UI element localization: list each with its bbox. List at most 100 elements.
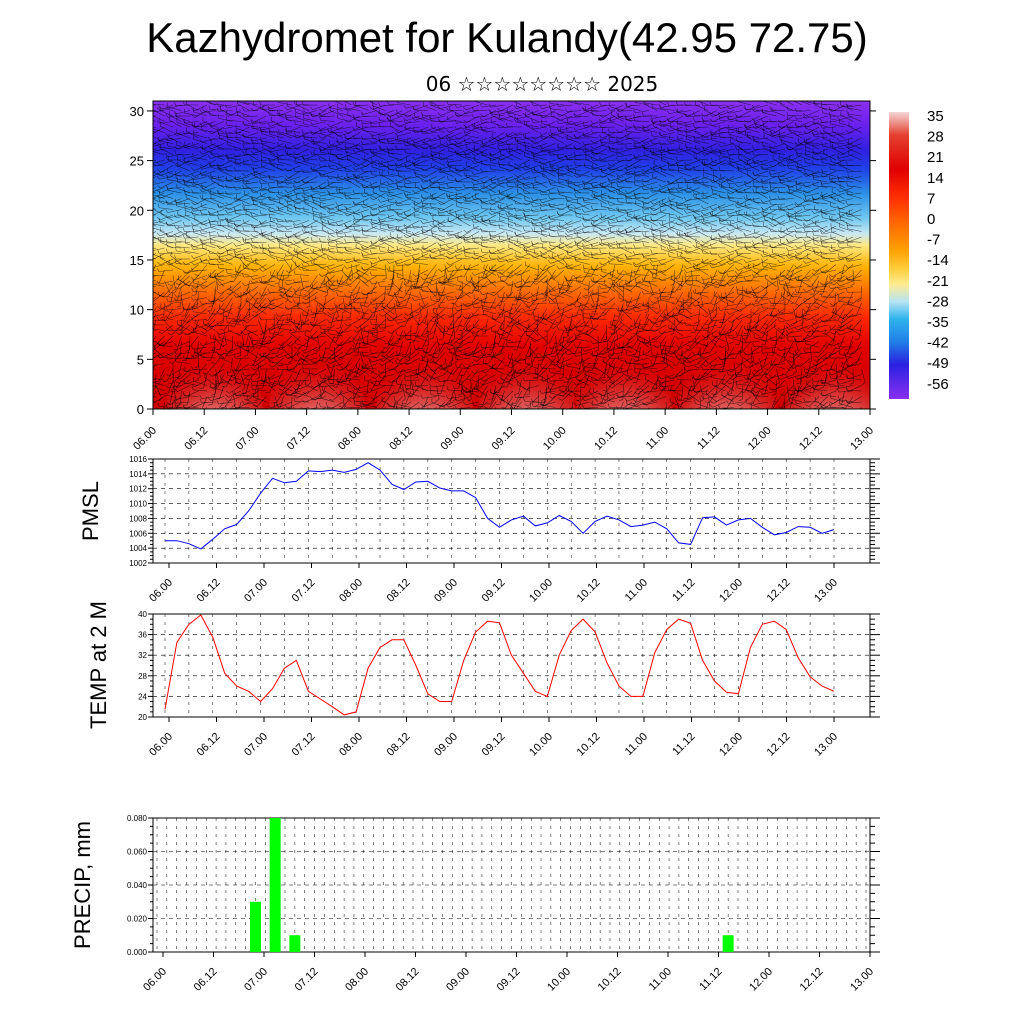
wind-barb	[738, 147, 752, 155]
wind-barb-flag	[149, 142, 152, 145]
chart-title: Kazhydromet for Kulandy(42.95 72.75)	[146, 14, 868, 61]
wind-barb	[694, 158, 709, 161]
wind-barb	[423, 165, 437, 171]
wind-barb	[482, 115, 497, 121]
wind-barb	[329, 167, 344, 172]
wind-barb-flag	[762, 141, 764, 146]
wind-barb-flag	[719, 158, 721, 163]
wind-barb	[516, 176, 531, 182]
wind-barb-flag	[158, 137, 160, 142]
wind-barb	[822, 145, 837, 150]
wind-barb-flag	[744, 105, 746, 110]
wind-barb	[398, 154, 412, 162]
wind-barb	[796, 126, 811, 128]
wind-barb	[184, 161, 199, 166]
wind-barb	[337, 158, 352, 161]
wind-barb	[686, 149, 701, 155]
wind-barb	[499, 166, 514, 172]
wind-barb	[253, 115, 267, 123]
wind-barb	[738, 126, 752, 135]
wind-barb	[720, 154, 735, 159]
wind-barb	[432, 159, 446, 166]
wind-barb-flag	[836, 154, 840, 159]
wind-barb-flag	[336, 103, 339, 108]
wind-barb-flag	[174, 112, 177, 117]
wind-barb	[729, 164, 743, 172]
wind-barb	[397, 139, 412, 144]
wind-barb	[550, 167, 565, 172]
wind-barb-flag	[352, 173, 355, 178]
wind-barb	[482, 126, 497, 131]
wind-barb-flag	[370, 148, 372, 153]
wind-barb-flag	[396, 109, 398, 114]
wind-barb	[414, 104, 429, 110]
wind-barb	[286, 115, 301, 118]
wind-barb	[363, 110, 378, 115]
wind-barb	[295, 135, 310, 139]
wind-barb-flag	[463, 124, 467, 128]
wind-barb-flag	[710, 131, 712, 136]
wind-barb-flag	[361, 126, 364, 131]
wind-barb	[286, 134, 301, 139]
wind-barb-flag	[675, 161, 678, 166]
wind-barb-flag	[531, 118, 534, 123]
wind-barb-flag	[437, 125, 440, 130]
wind-barb	[228, 110, 242, 117]
wind-barb-flag	[216, 153, 219, 157]
wind-barb	[585, 154, 599, 161]
wind-barb-flag	[292, 160, 296, 164]
wind-barb	[364, 154, 378, 161]
wind-barb	[202, 120, 216, 128]
wind-barb-flag	[684, 143, 687, 148]
wind-barb	[193, 133, 208, 139]
wind-barb-flag	[191, 114, 195, 118]
wind-barb-flag	[823, 127, 825, 132]
wind-barb	[754, 154, 769, 156]
wind-barb	[806, 121, 820, 128]
wind-barb	[320, 165, 335, 168]
wind-barb-flag	[709, 166, 712, 171]
wind-barb-flag	[582, 140, 585, 145]
wind-barb-flag	[472, 147, 476, 151]
wind-barb	[823, 170, 837, 178]
wind-barb	[847, 113, 862, 117]
wind-barb-flag	[377, 132, 381, 137]
wind-barb-flag	[464, 131, 466, 136]
wind-barb	[677, 129, 692, 133]
wind-barb-flag	[599, 123, 602, 128]
wind-barb	[356, 159, 369, 167]
wind-barb-flag	[727, 115, 729, 120]
wind-barb-flag	[404, 148, 406, 153]
wind-barb-flag	[634, 142, 636, 147]
wind-barb	[296, 148, 310, 155]
wind-barb-flag	[480, 160, 483, 165]
wind-barb-flag	[403, 104, 407, 109]
wind-barb-flag	[327, 123, 331, 127]
wind-barb	[153, 148, 157, 151]
wind-barb-flag	[821, 158, 823, 163]
wind-barb	[490, 162, 505, 166]
wind-barb	[329, 176, 344, 179]
wind-barb	[567, 138, 582, 144]
wind-barb	[244, 102, 259, 106]
wind-barb-flag	[726, 109, 730, 114]
wind-barb-flag	[701, 116, 704, 121]
wind-barb-flag	[573, 113, 577, 117]
wind-barb	[738, 158, 752, 166]
wind-barb-flag	[454, 125, 457, 130]
wind-barb	[584, 135, 599, 139]
wind-barb	[840, 148, 854, 156]
wind-barb	[550, 110, 565, 117]
wind-barb	[500, 104, 514, 112]
wind-barb	[779, 157, 794, 161]
wind-barb-flag	[412, 129, 416, 134]
wind-barb	[201, 129, 216, 133]
wind-barb	[278, 125, 293, 128]
wind-barb-flag	[141, 187, 142, 191]
wind-barb	[830, 142, 845, 144]
wind-barb	[703, 120, 718, 122]
wind-barb-flag	[149, 248, 151, 251]
wind-barb-flag	[590, 129, 593, 133]
heat-blob	[678, 347, 775, 409]
wind-barb	[227, 138, 242, 144]
